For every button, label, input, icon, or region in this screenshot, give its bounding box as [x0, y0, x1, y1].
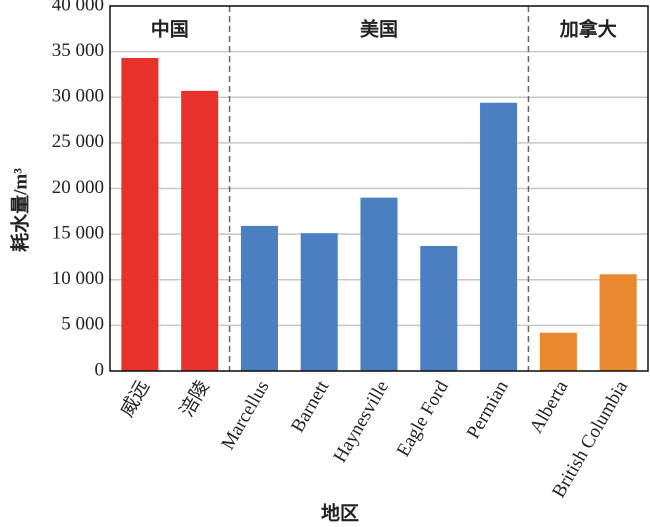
y-tick-label: 40 000 — [52, 0, 104, 15]
bar — [360, 197, 398, 371]
x-tick-label: Barnett — [287, 377, 334, 437]
y-tick-label: 30 000 — [52, 86, 104, 107]
x-axis-label: 地区 — [321, 501, 359, 524]
x-tick-label: Permian — [463, 377, 513, 443]
plot-frame — [109, 5, 649, 372]
x-tick-label: Haynesville — [330, 377, 394, 466]
y-tick-label: 15 000 — [52, 222, 104, 243]
y-tick-label: 5 000 — [61, 314, 104, 335]
bar — [121, 58, 159, 371]
y-tick-label: 25 000 — [52, 131, 104, 152]
group-label: 中国 — [151, 17, 189, 40]
y-tick-label: 35 000 — [52, 40, 104, 61]
y-tick-label: 10 000 — [52, 268, 104, 289]
bar — [300, 233, 338, 371]
x-tick-label: Alberta — [526, 377, 573, 437]
x-tick-label: Marcellus — [217, 377, 273, 453]
x-tick-label: Eagle Ford — [393, 377, 453, 461]
group-label: 加拿大 — [559, 17, 617, 40]
y-tick-label: 20 000 — [52, 177, 104, 198]
x-tick-label: 涪陵 — [176, 377, 214, 421]
bar — [240, 225, 278, 371]
y-axis-label: 耗水量/m³ — [9, 168, 31, 252]
x-tick-label: 威远 — [116, 377, 154, 421]
bar — [599, 274, 637, 371]
bar — [420, 245, 458, 371]
group-label: 美国 — [360, 17, 398, 40]
bar — [480, 102, 518, 371]
bar — [539, 332, 577, 371]
bar — [181, 90, 219, 372]
y-tick-label: 0 — [95, 359, 105, 380]
